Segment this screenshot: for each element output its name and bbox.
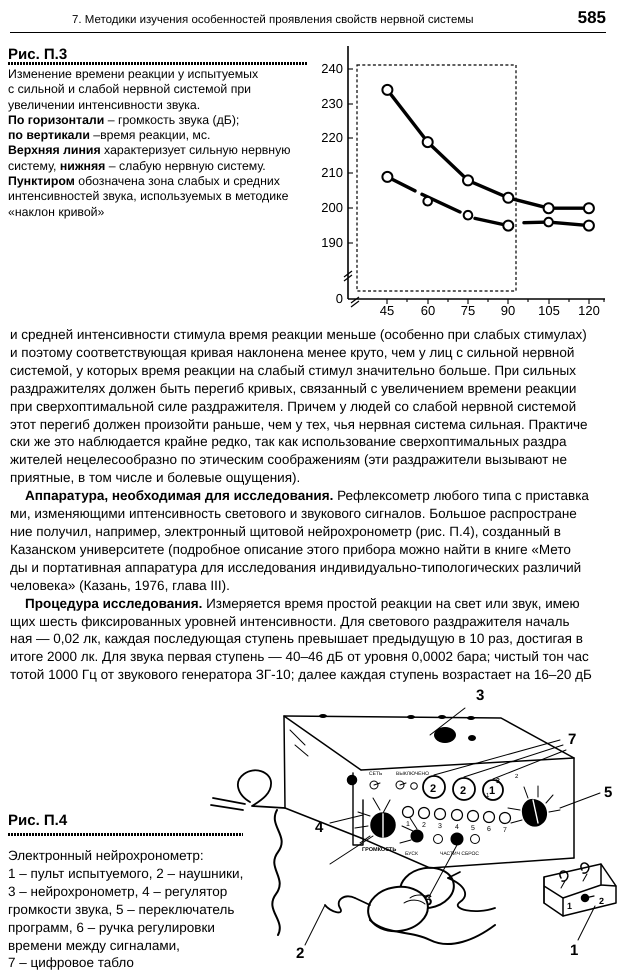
svg-text:3: 3 (438, 823, 442, 830)
svg-text:2: 2 (460, 785, 466, 797)
svg-text:СЕТЬ: СЕТЬ (369, 771, 383, 777)
svg-text:7: 7 (568, 731, 576, 748)
svg-text:2: 2 (296, 945, 304, 962)
svg-text:3: 3 (496, 778, 500, 785)
svg-text:1: 1 (570, 942, 578, 959)
svg-text:4: 4 (315, 819, 324, 836)
svg-text:БУСК: БУСК (405, 851, 418, 857)
svg-text:3: 3 (476, 687, 484, 704)
svg-text:2: 2 (599, 896, 604, 906)
svg-text:1: 1 (489, 785, 495, 797)
svg-text:ВЫКЛЮЧЕНО: ВЫКЛЮЧЕНО (396, 771, 429, 777)
svg-text:2: 2 (515, 773, 519, 780)
svg-text:ГРОМКОСТЬ: ГРОМКОСТЬ (362, 847, 396, 853)
svg-text:5: 5 (471, 825, 475, 832)
svg-text:5: 5 (604, 784, 612, 801)
svg-text:6: 6 (487, 826, 491, 833)
svg-text:2: 2 (422, 822, 426, 829)
svg-text:1: 1 (567, 901, 572, 911)
svg-text:4: 4 (455, 824, 459, 831)
svg-text:ЧАСТИЧ СБРОС: ЧАСТИЧ СБРОС (440, 851, 479, 857)
svg-text:2: 2 (430, 783, 436, 795)
svg-text:7: 7 (503, 827, 507, 834)
svg-text:1: 1 (406, 821, 410, 828)
